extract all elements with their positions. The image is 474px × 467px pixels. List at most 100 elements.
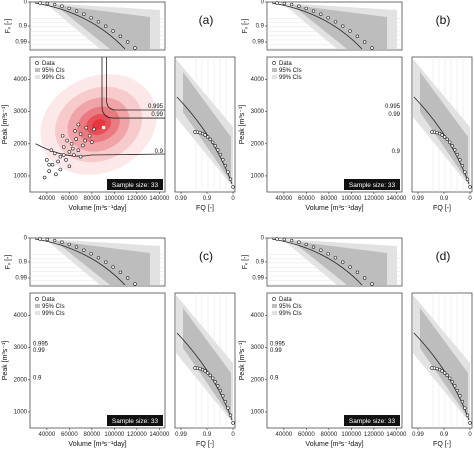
sample-size-label: Sample size: 33 (349, 182, 396, 189)
data-point (87, 133, 92, 138)
side-data-point (468, 185, 472, 189)
side-xtick-label: 0.99 (412, 196, 424, 202)
side-data-point (216, 148, 220, 152)
top-ytick-label: 0.99 (252, 40, 264, 46)
legend-label: 99% CIs (42, 75, 65, 81)
ytick-label: 1000 (14, 410, 28, 416)
side-xtick-label: 0.99 (412, 432, 424, 438)
xlabel: Volume [m³s⁻¹day] (305, 441, 363, 448)
legend-data-symbol (35, 61, 39, 65)
data-point (78, 154, 83, 159)
top-data-point (104, 260, 108, 264)
top-data-point (311, 9, 316, 13)
top-data-point (333, 256, 338, 260)
data-point (65, 138, 69, 143)
legend-label: 95% CIs (42, 304, 65, 310)
side-data-point (460, 399, 465, 404)
top-data-point (341, 24, 345, 28)
top-data-point (104, 24, 108, 28)
fit-line (34, 2, 126, 50)
side-data-point (223, 399, 228, 404)
data-point (74, 137, 78, 141)
data-point (83, 138, 87, 143)
panel-label: (c) (199, 249, 213, 263)
side-data-point (208, 137, 212, 142)
side-data-point (213, 144, 217, 148)
top-data-point (82, 248, 86, 252)
ytick-label: 2000 (14, 377, 28, 383)
top-data-point (333, 20, 338, 24)
legend-label: Data (279, 297, 292, 303)
plot-area (35, 57, 165, 180)
top-ylabel: Fᵥ [-] (5, 255, 12, 270)
top-data-point (111, 29, 115, 33)
ylabel: Peak [m³s⁻¹] (2, 341, 9, 381)
top-data-point (348, 265, 352, 269)
data-point (92, 127, 96, 132)
contour-label: 0.9 (155, 149, 164, 155)
top-data-point (67, 242, 71, 247)
data-point (45, 158, 49, 162)
xtick-label: 60000 (61, 196, 78, 202)
mode-marker (101, 125, 106, 130)
main-frame (29, 292, 166, 429)
side-xlabel: FQ [-] (196, 205, 214, 212)
side-data-point (226, 170, 230, 174)
contour-line (101, 57, 165, 119)
side-data-point (458, 158, 462, 162)
xtick-label: 80000 (321, 432, 338, 438)
top-ytick-label: 0.9 (256, 24, 265, 30)
data-point (50, 162, 55, 167)
top-data-point (67, 6, 71, 11)
data-point (61, 153, 66, 157)
side-data-point (453, 384, 457, 388)
legend-label: Data (42, 297, 55, 303)
top-data-point (118, 34, 123, 39)
side-data-point (205, 371, 210, 375)
data-point (73, 129, 77, 133)
side-xtick-label: 0.9 (440, 196, 449, 202)
legend-label: 99% CIs (279, 311, 302, 317)
top-data-point (355, 34, 360, 39)
side-data-point (440, 133, 444, 137)
top-data-point (96, 256, 101, 260)
side-data-point (463, 406, 467, 410)
data-point (58, 167, 63, 172)
contour-label: 0.995 (33, 342, 49, 348)
legend-ci99-symbol (272, 311, 277, 315)
top-data-point (275, 237, 279, 241)
sample-size-box (107, 179, 163, 190)
side-data-point (445, 137, 449, 142)
top-data-point (60, 240, 64, 244)
side-data-point (203, 369, 207, 373)
side-data-point (450, 380, 454, 384)
data-point (76, 122, 81, 127)
xtick-label: 100000 (341, 196, 362, 202)
xtick-label: 40000 (276, 196, 293, 202)
top-ytick-label: 0.99 (15, 276, 27, 282)
fit-line (271, 2, 363, 50)
side-data-point (453, 148, 457, 152)
side-data-point (442, 135, 447, 139)
top-data-point (362, 276, 367, 280)
xtick-label: 100000 (341, 432, 362, 438)
top-data-point (289, 2, 294, 7)
main-frame (266, 292, 403, 429)
xtick-label: 120000 (127, 196, 148, 202)
legend-ci95-symbol (35, 304, 40, 308)
legend-label: 95% CIs (279, 68, 302, 74)
side-xtick-label: 0.9 (203, 432, 212, 438)
top-ytick-label: 0 (24, 236, 28, 242)
panel-label: (b) (436, 13, 451, 27)
side-data-point (226, 406, 230, 410)
ytick-label: 3000 (251, 109, 265, 115)
top-data-point (297, 240, 301, 244)
sample-size-box (107, 415, 163, 426)
top-data-point (38, 1, 42, 5)
